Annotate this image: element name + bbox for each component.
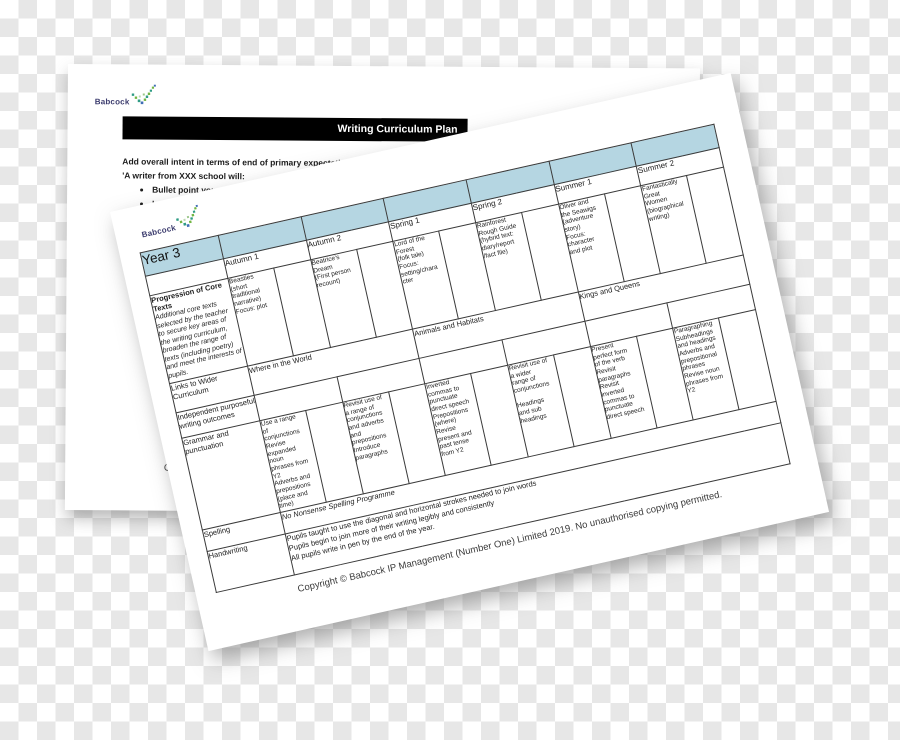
babcock-logo: Babcock (95, 84, 157, 106)
babcock-swoosh-icon (131, 84, 156, 105)
curriculum-plan-table: Year 3 Autumn 1 Autumn 2 Spring 1 Spring… (140, 124, 791, 593)
babcock-swoosh-icon (175, 204, 198, 228)
babcock-logo: Babcock (138, 204, 203, 240)
document-title-bar: Writing Curriculum Plan (122, 116, 468, 142)
front-page: Babcock (110, 72, 830, 652)
babcock-logo-text: Babcock (140, 223, 177, 240)
babcock-logo-text: Babcock (94, 97, 130, 107)
back-page: Babcock Writing Curriculum Plan Add over… (64, 64, 700, 515)
